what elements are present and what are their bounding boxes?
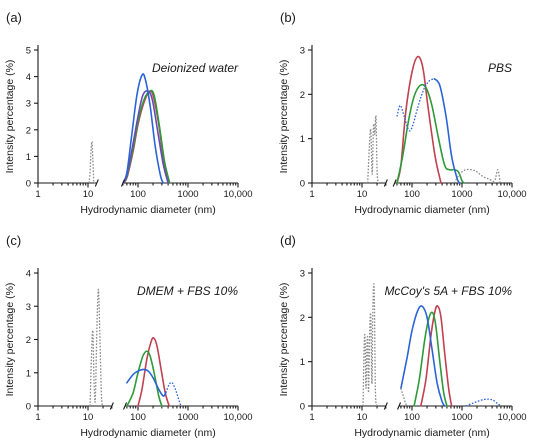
series-curve-purple (122, 90, 169, 184)
x-tick-label: 100 (130, 412, 146, 423)
axis-break-gap (386, 181, 395, 185)
y-axis-title: Intensity percentage (%) (4, 60, 16, 174)
y-tick-label: 3 (300, 269, 305, 280)
series-curve-dotted-dotted (400, 388, 409, 407)
x-tick-label: 100 (130, 189, 146, 200)
panel-title: Deionized water (152, 61, 239, 75)
y-tick-label: 4 (26, 72, 31, 83)
x-tick-label: 10,000 (497, 189, 526, 200)
y-tick-label: 3 (26, 99, 31, 110)
series-curve-red (420, 304, 453, 407)
x-tick-label: 10 (357, 189, 368, 200)
y-tick-label: 1 (300, 134, 305, 145)
x-tick-label: 10,000 (223, 412, 252, 423)
axis-break-mark (120, 179, 125, 187)
x-tick-label: 10 (83, 189, 94, 200)
axis-break-mark (94, 179, 99, 187)
x-tick-label: 10 (357, 412, 368, 423)
x-tick-label: 1000 (177, 189, 198, 200)
series-curve-red (122, 90, 170, 184)
panel-tag: (d) (280, 233, 296, 248)
y-tick-label: 0 (300, 179, 305, 190)
x-axis-title: Hydrodynamic diameter (nm) (354, 204, 489, 216)
y-tick-label: 4 (26, 269, 31, 280)
axis-break-mark (383, 179, 388, 187)
x-axis-title: Hydrodynamic diameter (nm) (80, 204, 215, 216)
panel-tag: (c) (6, 233, 21, 248)
series-curve-blue (400, 305, 446, 407)
y-tick-label: 2 (300, 313, 305, 324)
x-tick-label: 1000 (451, 412, 472, 423)
y-axis-title: Intensity percentage (%) (4, 283, 16, 397)
axis-break-gap (97, 181, 123, 185)
series-curve-dotted-dotted (362, 283, 378, 407)
y-tick-label: 2 (26, 125, 31, 136)
axis-break-mark (123, 402, 128, 410)
axis-break-mark (383, 402, 388, 410)
y-tick-label: 2 (300, 90, 305, 101)
x-tick-label: 10,000 (497, 412, 526, 423)
panel-tag: (b) (280, 10, 296, 25)
x-axis-title: Hydrodynamic diameter (nm) (80, 427, 215, 439)
y-tick-label: 2 (26, 335, 31, 346)
axis-break-mark (397, 402, 402, 410)
x-axis-title: Hydrodynamic diameter (nm) (354, 427, 489, 439)
series-curve-red (137, 336, 170, 407)
axis-break-mark (109, 402, 114, 410)
y-axis-title: Intensity percentage (%) (278, 283, 290, 397)
x-tick-label: 100 (404, 412, 420, 423)
x-tick-label: 1 (35, 412, 40, 423)
series-curve-blue (433, 78, 461, 184)
y-axis-title: Intensity percentage (%) (278, 60, 290, 174)
series-curve-blue (126, 368, 167, 397)
x-tick-label: 10 (83, 412, 94, 423)
y-tick-label: 1 (26, 152, 31, 163)
y-tick-label: 1 (26, 368, 31, 379)
series-curve-green (126, 350, 163, 407)
axis-break-gap (112, 404, 125, 408)
series-curve-dotted-dotted (89, 288, 104, 407)
x-tick-label: 1 (309, 412, 314, 423)
series-curve-dotted-dotted (367, 114, 379, 184)
panel-tag: (a) (6, 10, 22, 25)
panel-title: DMEM + FBS 10% (137, 284, 238, 298)
series-curve-red (396, 55, 442, 184)
x-tick-label: 1 (309, 189, 314, 200)
series-curve-dotted-dotted (88, 140, 96, 184)
y-tick-label: 3 (300, 46, 305, 57)
series-curve-green (413, 311, 448, 407)
y-tick-label: 0 (300, 402, 305, 413)
axis-break-mark (392, 179, 397, 187)
y-tick-label: 3 (26, 302, 31, 313)
y-tick-label: 0 (26, 179, 31, 190)
x-tick-label: 1000 (177, 412, 198, 423)
series-curve-blue-dotted (465, 398, 502, 407)
x-tick-label: 1 (35, 189, 40, 200)
panel-title: McCoy's 5A + FBS 10% (384, 284, 512, 298)
series-curve-blue (122, 73, 165, 184)
series-curve-green (396, 83, 465, 184)
axis-break-gap (386, 404, 399, 408)
y-tick-label: 1 (300, 357, 305, 368)
x-tick-label: 100 (404, 189, 420, 200)
y-tick-label: 5 (26, 46, 31, 57)
series-curve-blue-dotted (396, 78, 435, 132)
panel-title: PBS (488, 61, 512, 75)
x-tick-label: 1000 (451, 189, 472, 200)
x-tick-label: 10,000 (223, 189, 252, 200)
y-tick-label: 0 (26, 402, 31, 413)
